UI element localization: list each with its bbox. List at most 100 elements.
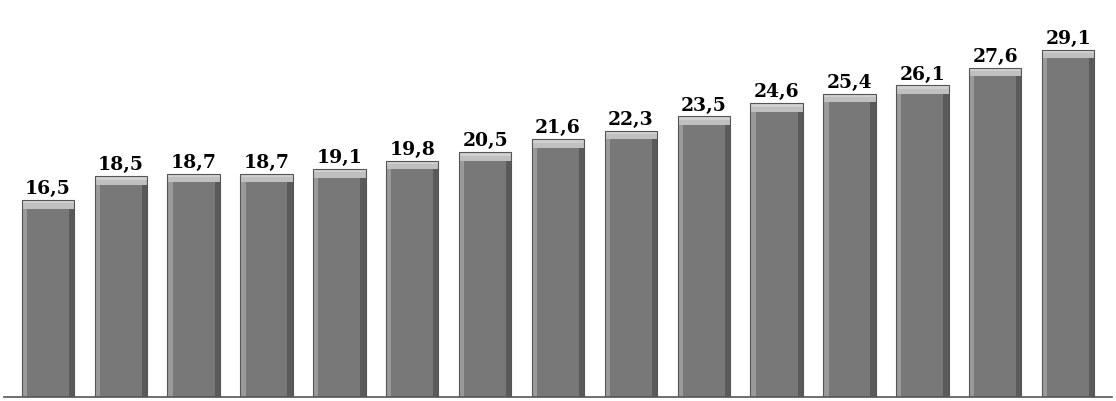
Text: 18,7: 18,7 xyxy=(171,154,217,171)
Bar xyxy=(902,86,943,397)
Bar xyxy=(824,98,876,103)
Bar xyxy=(173,174,214,397)
Bar xyxy=(969,72,1021,77)
Text: 21,6: 21,6 xyxy=(536,119,580,137)
Bar xyxy=(386,161,439,165)
Bar xyxy=(433,161,439,397)
Text: 27,6: 27,6 xyxy=(972,47,1018,65)
Bar xyxy=(246,174,288,397)
Bar xyxy=(459,153,511,156)
Bar xyxy=(1042,51,1095,397)
Bar xyxy=(750,104,802,397)
Bar xyxy=(605,132,657,397)
Bar xyxy=(1042,51,1095,54)
Bar xyxy=(974,69,1017,397)
Bar xyxy=(609,132,652,397)
Bar xyxy=(677,117,730,121)
Bar xyxy=(314,170,318,397)
Bar xyxy=(240,178,292,183)
Bar xyxy=(459,153,464,397)
Bar xyxy=(537,140,579,397)
Text: 19,1: 19,1 xyxy=(317,149,363,166)
Text: 16,5: 16,5 xyxy=(25,180,70,198)
Bar xyxy=(142,177,147,397)
Bar xyxy=(459,156,511,162)
Bar xyxy=(724,117,730,397)
Text: 20,5: 20,5 xyxy=(462,132,508,150)
Bar xyxy=(21,200,74,397)
Bar xyxy=(677,117,683,397)
Bar xyxy=(824,95,828,397)
Bar xyxy=(21,200,27,397)
Bar xyxy=(683,117,724,397)
Bar xyxy=(392,161,433,397)
Bar xyxy=(750,104,756,397)
Bar xyxy=(99,177,142,397)
Bar xyxy=(464,153,507,397)
Bar xyxy=(896,86,902,397)
Bar xyxy=(605,135,657,140)
Bar xyxy=(386,165,439,170)
Bar xyxy=(896,90,949,95)
Bar xyxy=(1042,51,1047,397)
Bar xyxy=(386,161,439,397)
Bar xyxy=(969,69,974,397)
Bar xyxy=(314,170,366,173)
Bar xyxy=(314,173,366,178)
Bar xyxy=(240,174,292,178)
Bar xyxy=(531,140,537,397)
Bar xyxy=(798,104,802,397)
Bar xyxy=(386,161,392,397)
Bar xyxy=(27,200,69,397)
Bar xyxy=(824,95,876,98)
Bar xyxy=(1042,54,1095,59)
Bar xyxy=(459,153,511,397)
Bar xyxy=(943,86,949,397)
Bar xyxy=(677,121,730,126)
Text: 18,7: 18,7 xyxy=(243,154,289,171)
Bar xyxy=(95,177,99,397)
Bar xyxy=(605,132,657,135)
Text: 19,8: 19,8 xyxy=(389,140,435,158)
Bar xyxy=(507,153,511,397)
Bar xyxy=(240,174,292,397)
Bar xyxy=(870,95,876,397)
Bar xyxy=(360,170,366,397)
Bar xyxy=(828,95,870,397)
Text: 29,1: 29,1 xyxy=(1046,30,1091,48)
Bar xyxy=(1017,69,1021,397)
Text: 23,5: 23,5 xyxy=(681,96,727,114)
Bar xyxy=(677,117,730,397)
Bar xyxy=(531,140,585,143)
Bar xyxy=(750,104,802,107)
Bar xyxy=(214,174,220,397)
Bar xyxy=(531,140,585,397)
Text: 26,1: 26,1 xyxy=(899,65,945,83)
Text: 22,3: 22,3 xyxy=(608,111,654,128)
Bar xyxy=(95,177,147,180)
Text: 18,5: 18,5 xyxy=(98,156,144,174)
Bar xyxy=(167,174,220,178)
Bar xyxy=(1047,51,1089,397)
Bar xyxy=(167,174,173,397)
Bar xyxy=(896,86,949,90)
Text: 25,4: 25,4 xyxy=(827,74,873,91)
Text: 24,6: 24,6 xyxy=(753,83,799,101)
Bar xyxy=(69,200,74,397)
Bar xyxy=(318,170,360,397)
Bar xyxy=(969,69,1021,72)
Bar xyxy=(579,140,585,397)
Bar xyxy=(95,177,147,397)
Bar xyxy=(896,86,949,397)
Bar xyxy=(240,174,246,397)
Bar xyxy=(167,174,220,397)
Bar xyxy=(750,107,802,113)
Bar xyxy=(969,69,1021,397)
Bar xyxy=(21,204,74,209)
Bar xyxy=(531,143,585,148)
Bar xyxy=(21,200,74,204)
Bar xyxy=(824,95,876,397)
Bar xyxy=(95,180,147,185)
Bar xyxy=(756,104,798,397)
Bar xyxy=(605,132,609,397)
